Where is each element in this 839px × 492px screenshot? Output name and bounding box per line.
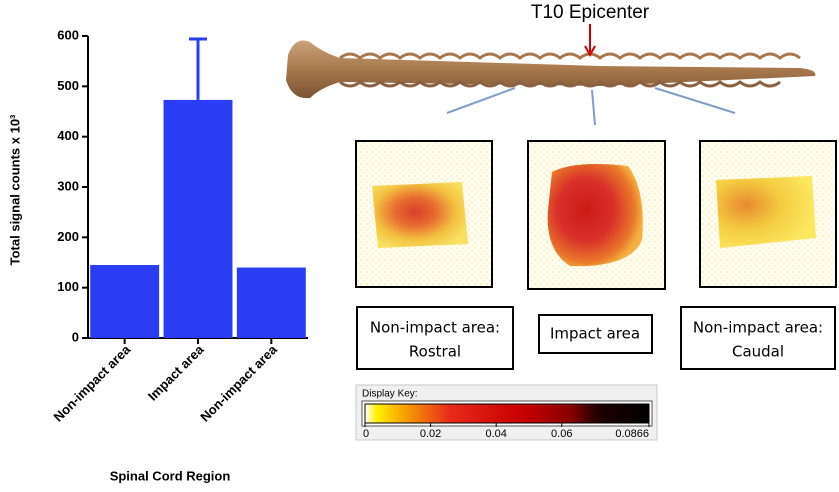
y-tick-label: 600 <box>57 27 79 42</box>
bar <box>90 265 160 338</box>
color-key-title: Display Key: <box>362 389 418 400</box>
y-tick-label: 300 <box>57 178 79 193</box>
epicenter-label: T10 Epicenter <box>531 2 650 23</box>
y-tick-label: 200 <box>57 229 79 244</box>
panel-label: Caudal <box>732 343 784 361</box>
error-bar <box>189 37 207 100</box>
x-tick-label: Non-impact area <box>51 341 134 424</box>
panel-label: Non-impact area: <box>370 319 500 337</box>
y-tick-label: 100 <box>57 279 79 294</box>
x-tick-label: Non-impact area <box>197 341 280 424</box>
panel-label-box <box>680 306 836 370</box>
panel-label: Non-impact area: <box>693 319 823 337</box>
color-key-tick-label: 0.0866 <box>615 428 649 440</box>
panel-label-box <box>538 314 653 354</box>
bar <box>236 267 306 338</box>
color-key-tick-label: 0.02 <box>420 428 441 440</box>
color-key-bar <box>364 403 650 424</box>
spinal-cord-image <box>286 24 816 126</box>
color-key-tick-label: 0.04 <box>485 428 506 440</box>
panel-label-box <box>356 306 514 370</box>
panel-label: Impact area <box>550 325 640 343</box>
y-tick-label: 0 <box>72 329 79 344</box>
color-key-tick-label: 0.06 <box>551 428 572 440</box>
bar <box>163 99 233 338</box>
x-axis-label: Spinal Cord Region <box>110 468 231 483</box>
heatmap-panels <box>355 140 837 290</box>
panel-label: Rostral <box>409 343 461 361</box>
color-key-tick-label: 0 <box>363 428 369 440</box>
y-axis-label: Total signal counts x 10³ <box>7 114 22 265</box>
y-tick-label: 400 <box>57 128 79 143</box>
y-tick-label: 500 <box>57 78 79 93</box>
x-tick-label: Impact area <box>145 341 207 403</box>
